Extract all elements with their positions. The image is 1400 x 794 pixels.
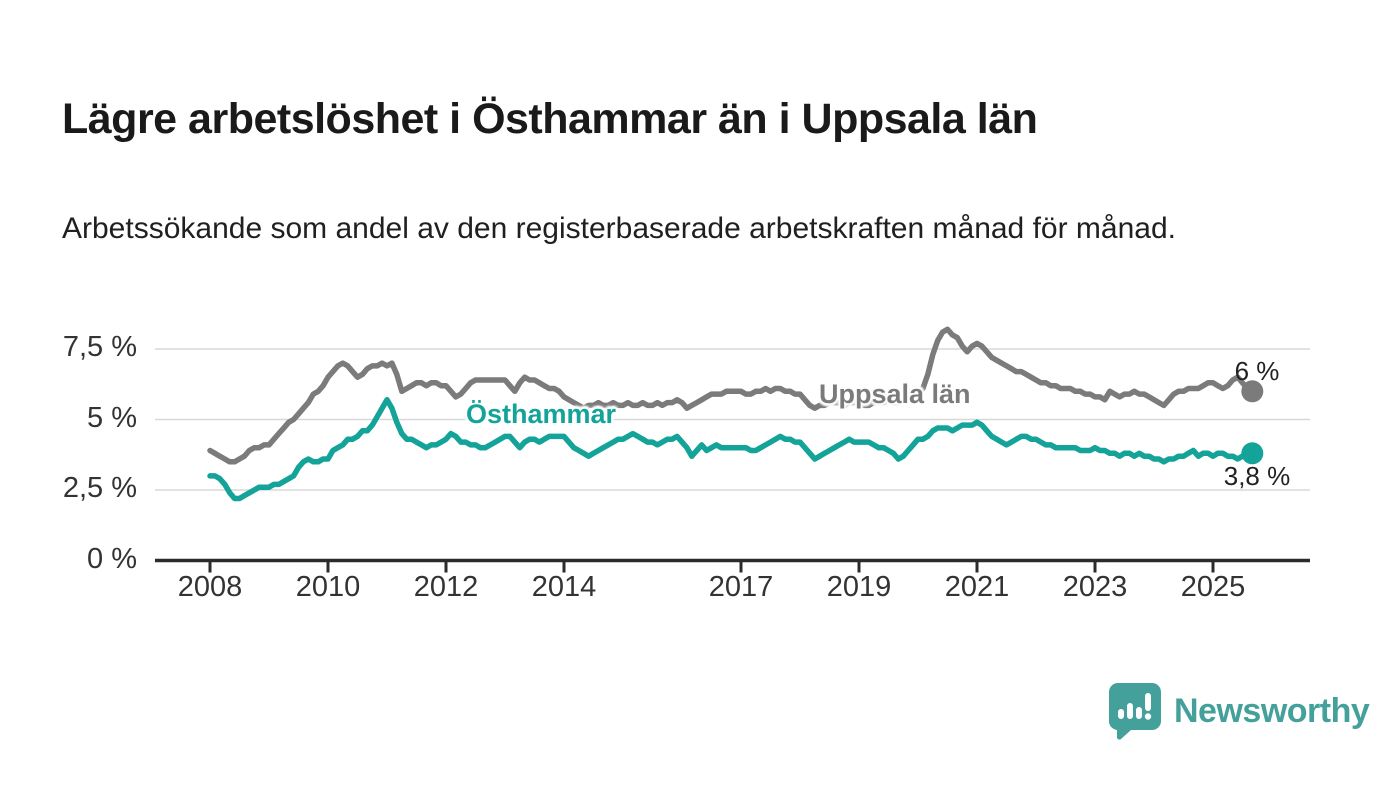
bar-chart-speech-bubble-icon	[1108, 683, 1161, 740]
x-axis-tick-label: 2012	[413, 571, 479, 603]
y-axis-tick-label: 2,5 %	[62, 472, 137, 504]
end-value-label-uppsala-lan: 6 %	[1234, 356, 1280, 386]
x-axis-tick-label: 2021	[944, 571, 1010, 603]
y-axis-tick-label: 7,5 %	[62, 331, 137, 363]
series-label-uppsala-lan: Uppsala län	[819, 379, 971, 409]
newsworthy-logo: Newsworthy	[1108, 682, 1370, 740]
x-axis-tick-label: 2017	[708, 571, 774, 603]
line-chart-plot-area	[155, 326, 1310, 573]
y-axis-tick-label: 0 %	[87, 542, 137, 575]
page-title: Lägre arbetslöshet i Östhammar än i Upps…	[62, 94, 1038, 143]
newsworthy-wordmark: Newsworthy	[1174, 691, 1370, 730]
y-axis-tick-label: 5 %	[87, 401, 137, 434]
x-axis-tick-label: 2025	[1180, 571, 1246, 603]
x-axis-tick-label: 2019	[826, 571, 892, 603]
x-axis-tick-label: 2014	[531, 571, 597, 603]
x-axis-tick-label: 2023	[1062, 571, 1128, 603]
end-value-label-osthammar: 3,8 %	[1223, 461, 1291, 491]
x-axis-tick-label: 2010	[295, 571, 361, 603]
x-axis-tick-label: 2008	[177, 571, 243, 603]
series-label-osthammar: Östhammar	[466, 399, 617, 429]
page-subtitle: Arbetssökande som andel av den registerb…	[62, 212, 1176, 245]
